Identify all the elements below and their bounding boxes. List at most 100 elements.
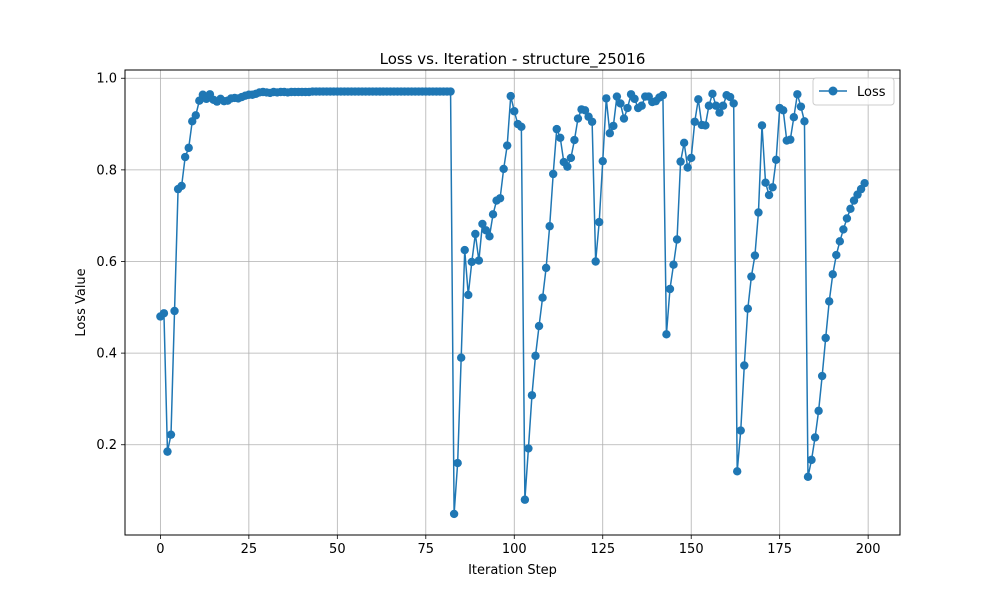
data-point bbox=[602, 94, 611, 103]
data-point bbox=[679, 138, 689, 148]
legend: Loss bbox=[812, 77, 895, 106]
data-point bbox=[662, 330, 671, 339]
data-point bbox=[598, 156, 607, 166]
data-point bbox=[810, 433, 820, 442]
data-point bbox=[541, 263, 551, 273]
data-point bbox=[814, 406, 823, 416]
data-point bbox=[779, 106, 788, 115]
data-point bbox=[570, 135, 579, 145]
data-point bbox=[715, 108, 724, 117]
data-point bbox=[566, 153, 576, 163]
data-point bbox=[520, 495, 530, 504]
data-point bbox=[612, 92, 622, 101]
data-point bbox=[538, 293, 547, 302]
data-point bbox=[743, 304, 753, 313]
data-point bbox=[687, 153, 696, 163]
data-point bbox=[527, 391, 537, 400]
data-point bbox=[704, 101, 714, 110]
data-point bbox=[474, 256, 484, 265]
data-point bbox=[545, 222, 554, 231]
data-point bbox=[534, 321, 544, 331]
data-point bbox=[764, 190, 774, 200]
data-point bbox=[609, 121, 618, 131]
data-point bbox=[796, 102, 806, 111]
data-point bbox=[549, 169, 558, 179]
x-tick-label: 50 bbox=[329, 542, 346, 557]
data-point bbox=[495, 194, 505, 203]
data-point bbox=[711, 101, 721, 110]
x-tick-label: 75 bbox=[418, 542, 435, 557]
y-tick-label: 0.8 bbox=[96, 163, 117, 178]
data-point bbox=[456, 353, 466, 362]
data-point bbox=[800, 117, 809, 126]
data-point bbox=[761, 178, 770, 187]
data-point bbox=[184, 143, 193, 153]
data-point bbox=[506, 91, 515, 101]
data-point bbox=[658, 91, 668, 100]
data-point bbox=[595, 217, 604, 227]
data-point bbox=[499, 164, 508, 174]
y-axis-label: Loss Value bbox=[74, 268, 89, 336]
data-point bbox=[768, 183, 777, 192]
data-point bbox=[736, 426, 745, 435]
x-tick-label: 175 bbox=[767, 542, 792, 557]
data-point bbox=[467, 257, 476, 267]
x-tick-label: 200 bbox=[856, 542, 881, 557]
x-tick-label: 100 bbox=[502, 542, 527, 557]
data-point bbox=[510, 107, 519, 116]
y-tick-label: 0.6 bbox=[96, 255, 117, 270]
series-loss bbox=[156, 87, 869, 519]
data-point bbox=[828, 270, 837, 279]
data-point bbox=[502, 141, 512, 150]
data-point bbox=[587, 117, 597, 126]
data-point bbox=[789, 112, 799, 122]
data-point bbox=[786, 135, 795, 144]
data-point bbox=[449, 509, 459, 519]
data-point bbox=[846, 204, 855, 214]
data-point bbox=[517, 122, 526, 132]
data-point bbox=[750, 251, 760, 260]
data-point bbox=[637, 101, 646, 110]
data-point bbox=[177, 181, 186, 191]
data-point bbox=[580, 106, 590, 115]
x-tick-label: 150 bbox=[679, 542, 704, 557]
data-point bbox=[725, 92, 735, 102]
data-point bbox=[460, 245, 469, 255]
data-point bbox=[464, 290, 473, 300]
data-point bbox=[471, 229, 480, 239]
data-point bbox=[619, 114, 629, 123]
data-point bbox=[605, 129, 615, 138]
axis-ticks: 0 25 50 75 100 125 150 175 200 0.2 0.4 0.6 0.8 1.0 bbox=[96, 72, 880, 557]
data-point bbox=[860, 178, 869, 188]
legend-box bbox=[812, 77, 895, 106]
data-point bbox=[740, 361, 749, 370]
data-point bbox=[807, 455, 816, 465]
data-point bbox=[552, 124, 561, 134]
data-point bbox=[832, 250, 841, 260]
plot-frame bbox=[124, 69, 901, 536]
y-tick-label: 0.4 bbox=[96, 347, 117, 362]
y-tick-label: 0.2 bbox=[96, 438, 117, 453]
data-point bbox=[591, 257, 600, 266]
data-point bbox=[825, 297, 834, 306]
data-point bbox=[747, 272, 756, 281]
data-point bbox=[573, 114, 583, 123]
legend-marker-swatch bbox=[828, 86, 838, 96]
data-point bbox=[839, 225, 848, 234]
data-point bbox=[733, 467, 742, 476]
data-point bbox=[630, 94, 639, 104]
data-point bbox=[556, 133, 565, 142]
data-point bbox=[771, 155, 781, 164]
data-point bbox=[729, 99, 738, 108]
data-point bbox=[163, 447, 172, 456]
data-point bbox=[159, 309, 169, 318]
data-point bbox=[708, 89, 717, 99]
data-point bbox=[718, 101, 728, 110]
data-point bbox=[676, 157, 685, 166]
grid bbox=[125, 70, 900, 535]
legend-label-loss: Loss bbox=[857, 85, 886, 100]
data-point bbox=[485, 232, 494, 241]
data-point bbox=[446, 87, 455, 96]
data-point bbox=[793, 90, 802, 99]
